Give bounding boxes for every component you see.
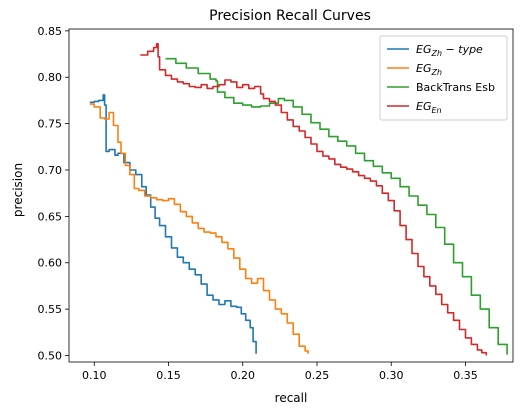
y-axis-label: precision — [11, 163, 25, 217]
plot-frame — [68, 28, 514, 363]
y-tick-label: 0.65 — [38, 210, 63, 223]
y-tick-label: 0.70 — [38, 164, 63, 177]
y-tick-label: 0.75 — [38, 118, 63, 131]
legend-entry: EGZh − type — [416, 43, 483, 58]
y-tick-label: 0.55 — [38, 303, 63, 316]
series-layer — [89, 43, 508, 356]
x-axis-label: recall — [275, 391, 308, 405]
y-tick-label: 0.80 — [38, 71, 63, 84]
chart-title: Precision Recall Curves — [209, 8, 371, 24]
x-tick-label: 0.35 — [453, 369, 478, 382]
x-tick-label: 0.20 — [230, 369, 255, 382]
x-tick-label: 0.30 — [379, 369, 404, 382]
legend-entry: EGEn — [416, 100, 442, 115]
y-axis: 0.50 0.55 0.60 0.65 0.70 0.75 0.80 0.85 — [38, 25, 69, 363]
x-axis: 0.10 0.15 0.20 0.25 0.30 0.35 — [82, 362, 478, 382]
legend-entry: BackTrans Esb — [416, 81, 495, 94]
series-line-1 — [89, 94, 257, 354]
y-tick-label: 0.50 — [38, 350, 63, 363]
series-line-2 — [89, 103, 309, 354]
legend-box — [379, 35, 508, 121]
legend: EGZh − type EGZh BackTrans Esb EGEn — [379, 35, 508, 121]
x-tick-label: 0.15 — [156, 369, 181, 382]
series-line-4 — [140, 43, 488, 356]
legend-entry: EGZh — [416, 62, 442, 77]
y-tick-label: 0.60 — [38, 257, 63, 270]
series-line-3 — [165, 57, 508, 355]
x-tick-label: 0.25 — [305, 369, 330, 382]
x-tick-label: 0.10 — [82, 369, 107, 382]
y-tick-label: 0.85 — [38, 25, 63, 38]
